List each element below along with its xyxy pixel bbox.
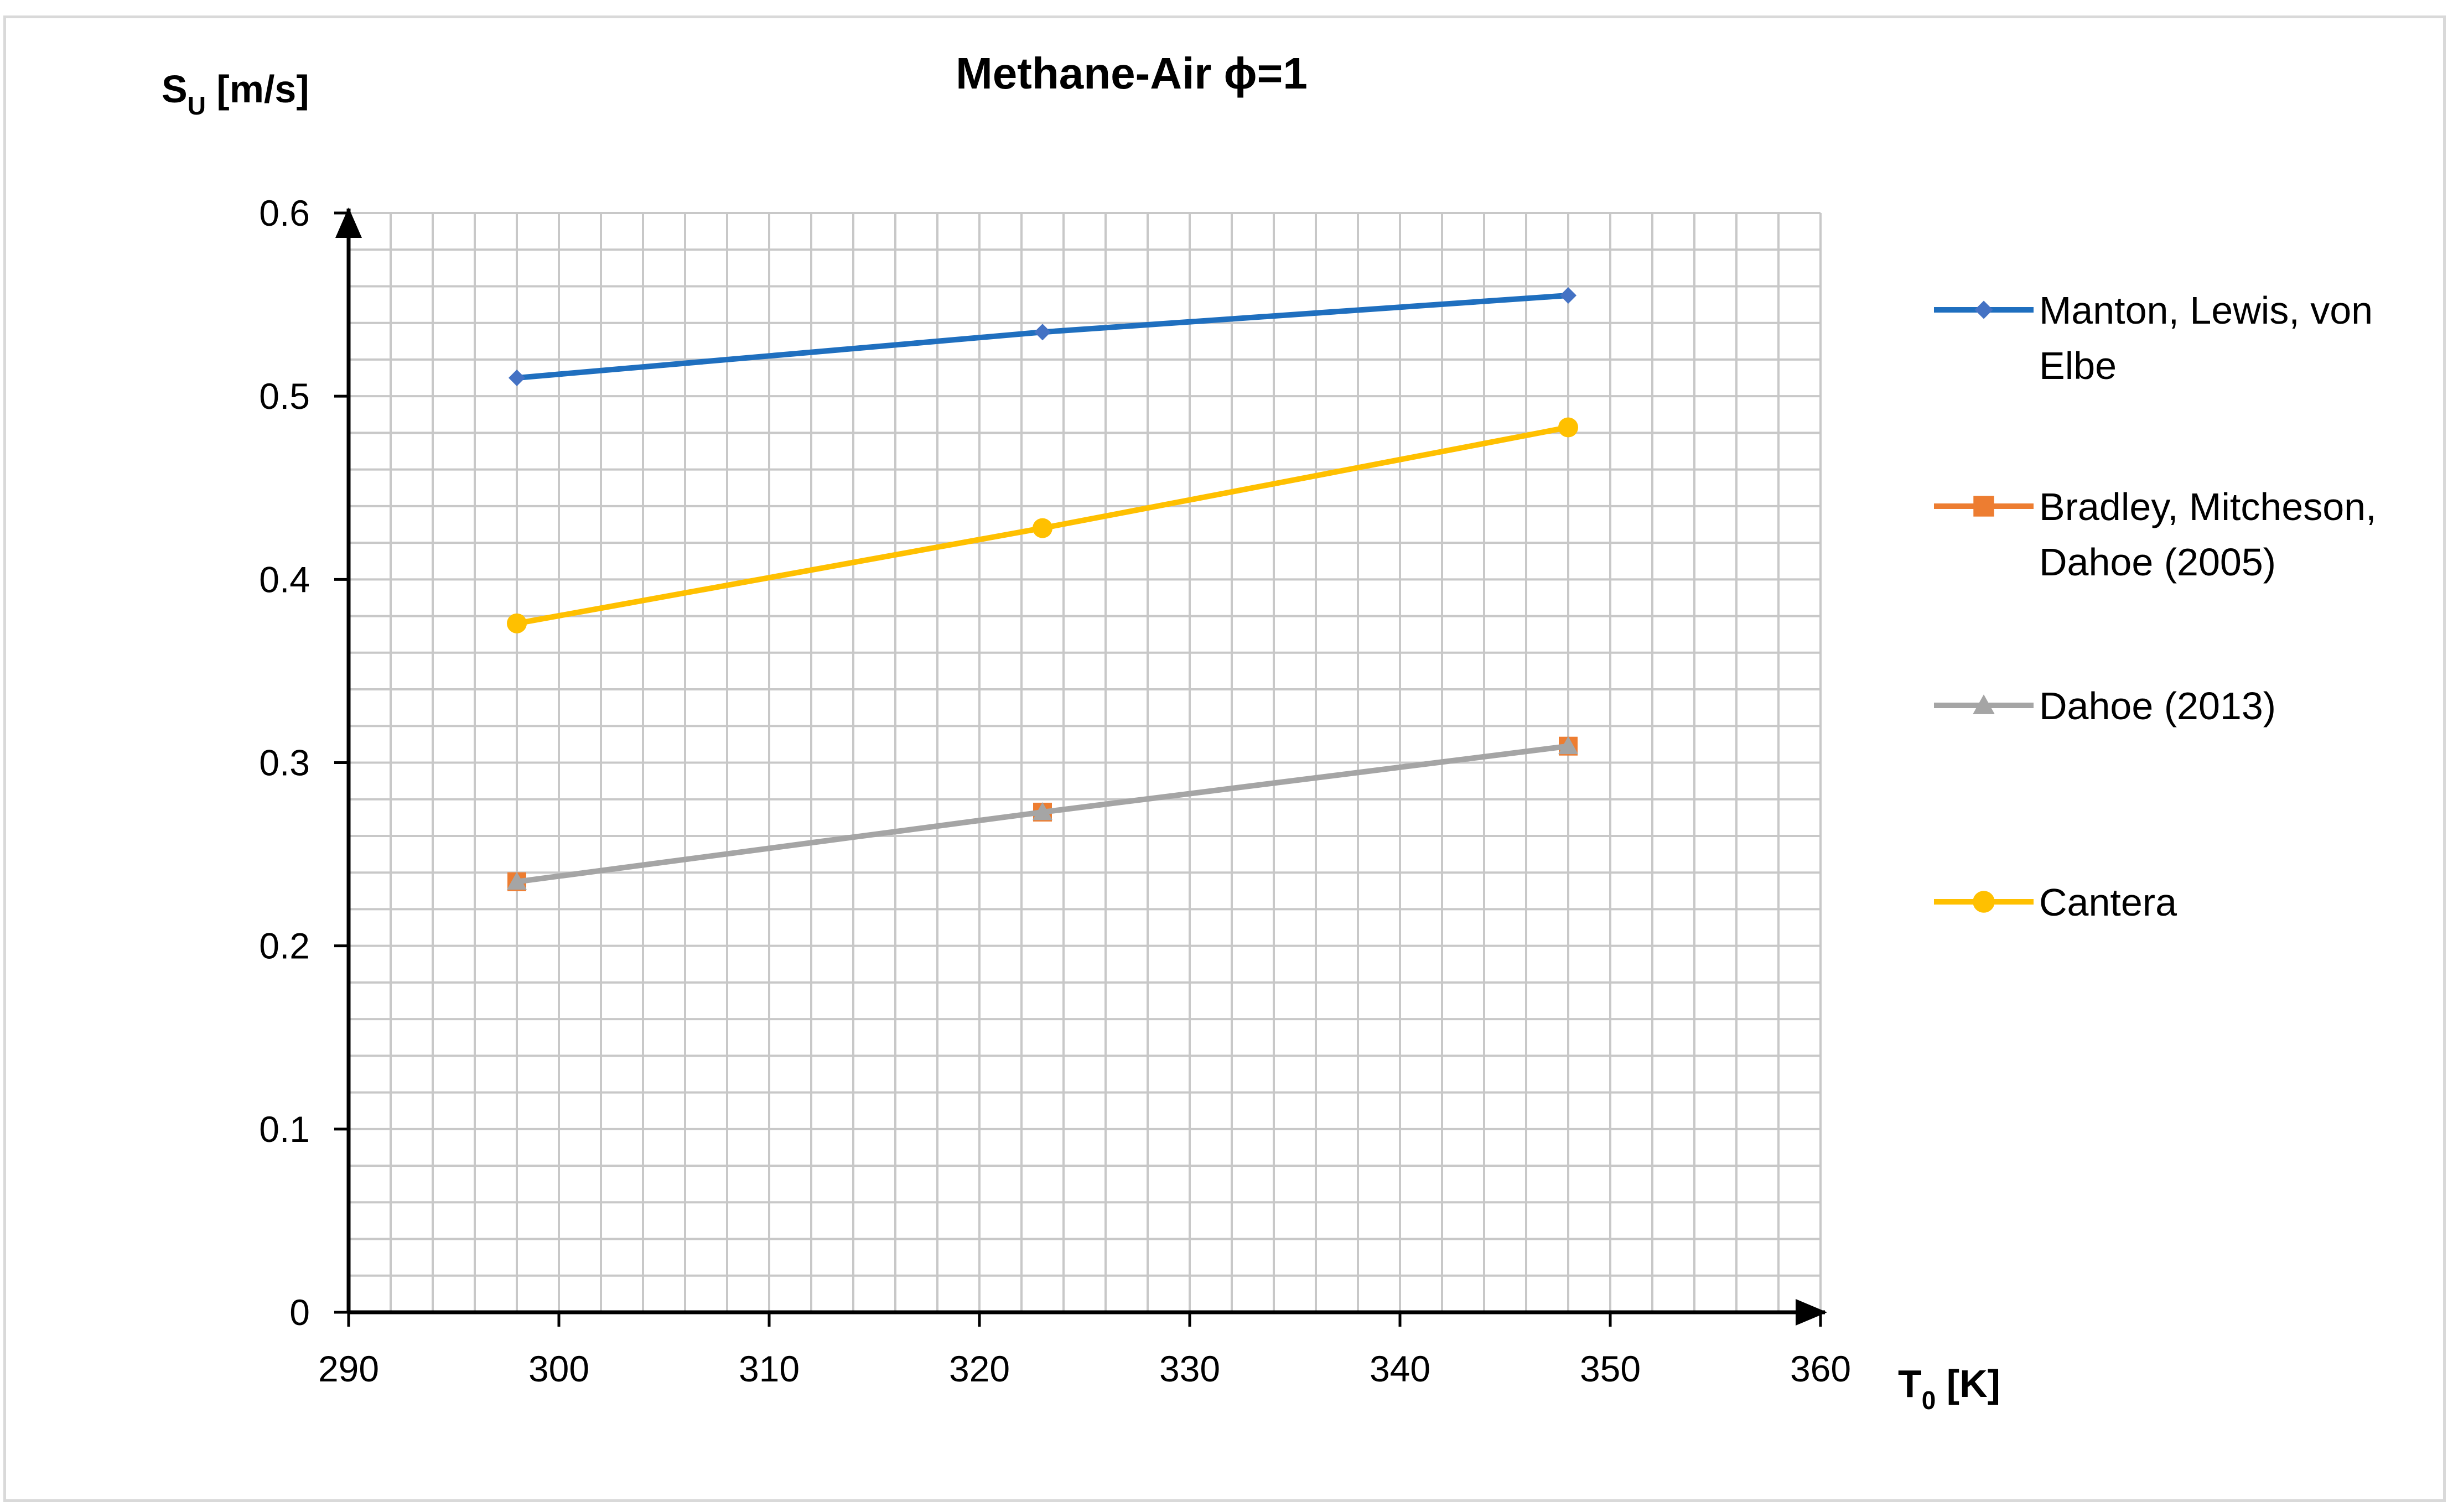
- data-point: [1034, 324, 1051, 341]
- y-tick-label: 0.6: [259, 193, 310, 233]
- y-tick-label: 0: [289, 1292, 310, 1333]
- legend-item-3: Cantera: [1934, 881, 2177, 924]
- legend-label: Bradley, Mitcheson, Dahoe (2005): [2039, 485, 2377, 584]
- x-axis-arrow: [1796, 1299, 1827, 1326]
- y-tick-label: 0.1: [259, 1109, 310, 1150]
- y-axis-label-main: S: [162, 67, 188, 111]
- data-point: [1033, 518, 1052, 538]
- legend-label: Dahoe (2013): [2039, 684, 2276, 728]
- chart-frame: [3, 15, 2446, 1502]
- x-axis-label: T0 [K]: [1898, 1362, 2000, 1415]
- x-tick-label: 290: [318, 1348, 379, 1389]
- y-axis-label: SU [m/s]: [162, 67, 309, 120]
- x-axis-label-unit: [K]: [1936, 1362, 2000, 1405]
- y-tick-label: 0.4: [259, 559, 310, 600]
- x-tick-label: 340: [1370, 1348, 1430, 1389]
- grid: [349, 212, 1822, 1312]
- x-tick-label: 330: [1159, 1348, 1220, 1389]
- chart-title: Methane-Air ϕ=1: [956, 49, 1308, 98]
- series-3: [507, 417, 1578, 633]
- legend-marker: [1973, 694, 1995, 714]
- legend-item-1: Bradley, Mitcheson, Dahoe (2005): [1934, 485, 2377, 584]
- y-tick-label: 0.5: [259, 376, 310, 417]
- tick-labels: 290 300 310 320 330 340 350 360 0 0.1 0.2 0.3 0.4 0.5…: [259, 193, 1851, 1389]
- data-point: [1560, 287, 1576, 304]
- series-layer: [507, 287, 1578, 891]
- data-point: [509, 370, 525, 387]
- legend-item-2: Dahoe (2013): [1934, 684, 2276, 728]
- x-tick-label: 320: [949, 1348, 1010, 1389]
- legend-marker: [1973, 891, 1995, 913]
- series-0: [509, 287, 1576, 387]
- x-tick-label: 310: [739, 1348, 800, 1389]
- x-tick-label: 350: [1580, 1348, 1641, 1389]
- legend-label: Cantera: [2039, 881, 2177, 924]
- data-point: [1033, 802, 1052, 820]
- y-axis-arrow: [335, 207, 362, 238]
- y-tick-label: 0.3: [259, 742, 310, 783]
- data-point: [507, 613, 527, 633]
- legend: Manton, Lewis, von Elbe Bradley, Mitcheson…: [1934, 289, 2377, 924]
- y-axis-label-sub: U: [188, 91, 206, 120]
- axes: [334, 207, 1827, 1327]
- x-axis-label-main: T: [1898, 1362, 1922, 1405]
- x-tick-label: 300: [528, 1348, 589, 1389]
- data-point: [1558, 417, 1578, 438]
- legend-marker: [1973, 496, 1994, 517]
- y-axis-label-unit: [m/s]: [206, 67, 309, 111]
- data-point: [507, 871, 527, 890]
- legend-marker: [1974, 300, 1993, 319]
- legend-item-0: Manton, Lewis, von Elbe: [1934, 289, 2373, 387]
- x-axis-label-sub: 0: [1922, 1386, 1936, 1415]
- legend-label: Manton, Lewis, von Elbe: [2039, 289, 2373, 387]
- y-tick-label: 0.2: [259, 926, 310, 967]
- data-point: [1558, 736, 1578, 755]
- x-tick-label: 360: [1790, 1348, 1851, 1389]
- series-2: [507, 736, 1578, 890]
